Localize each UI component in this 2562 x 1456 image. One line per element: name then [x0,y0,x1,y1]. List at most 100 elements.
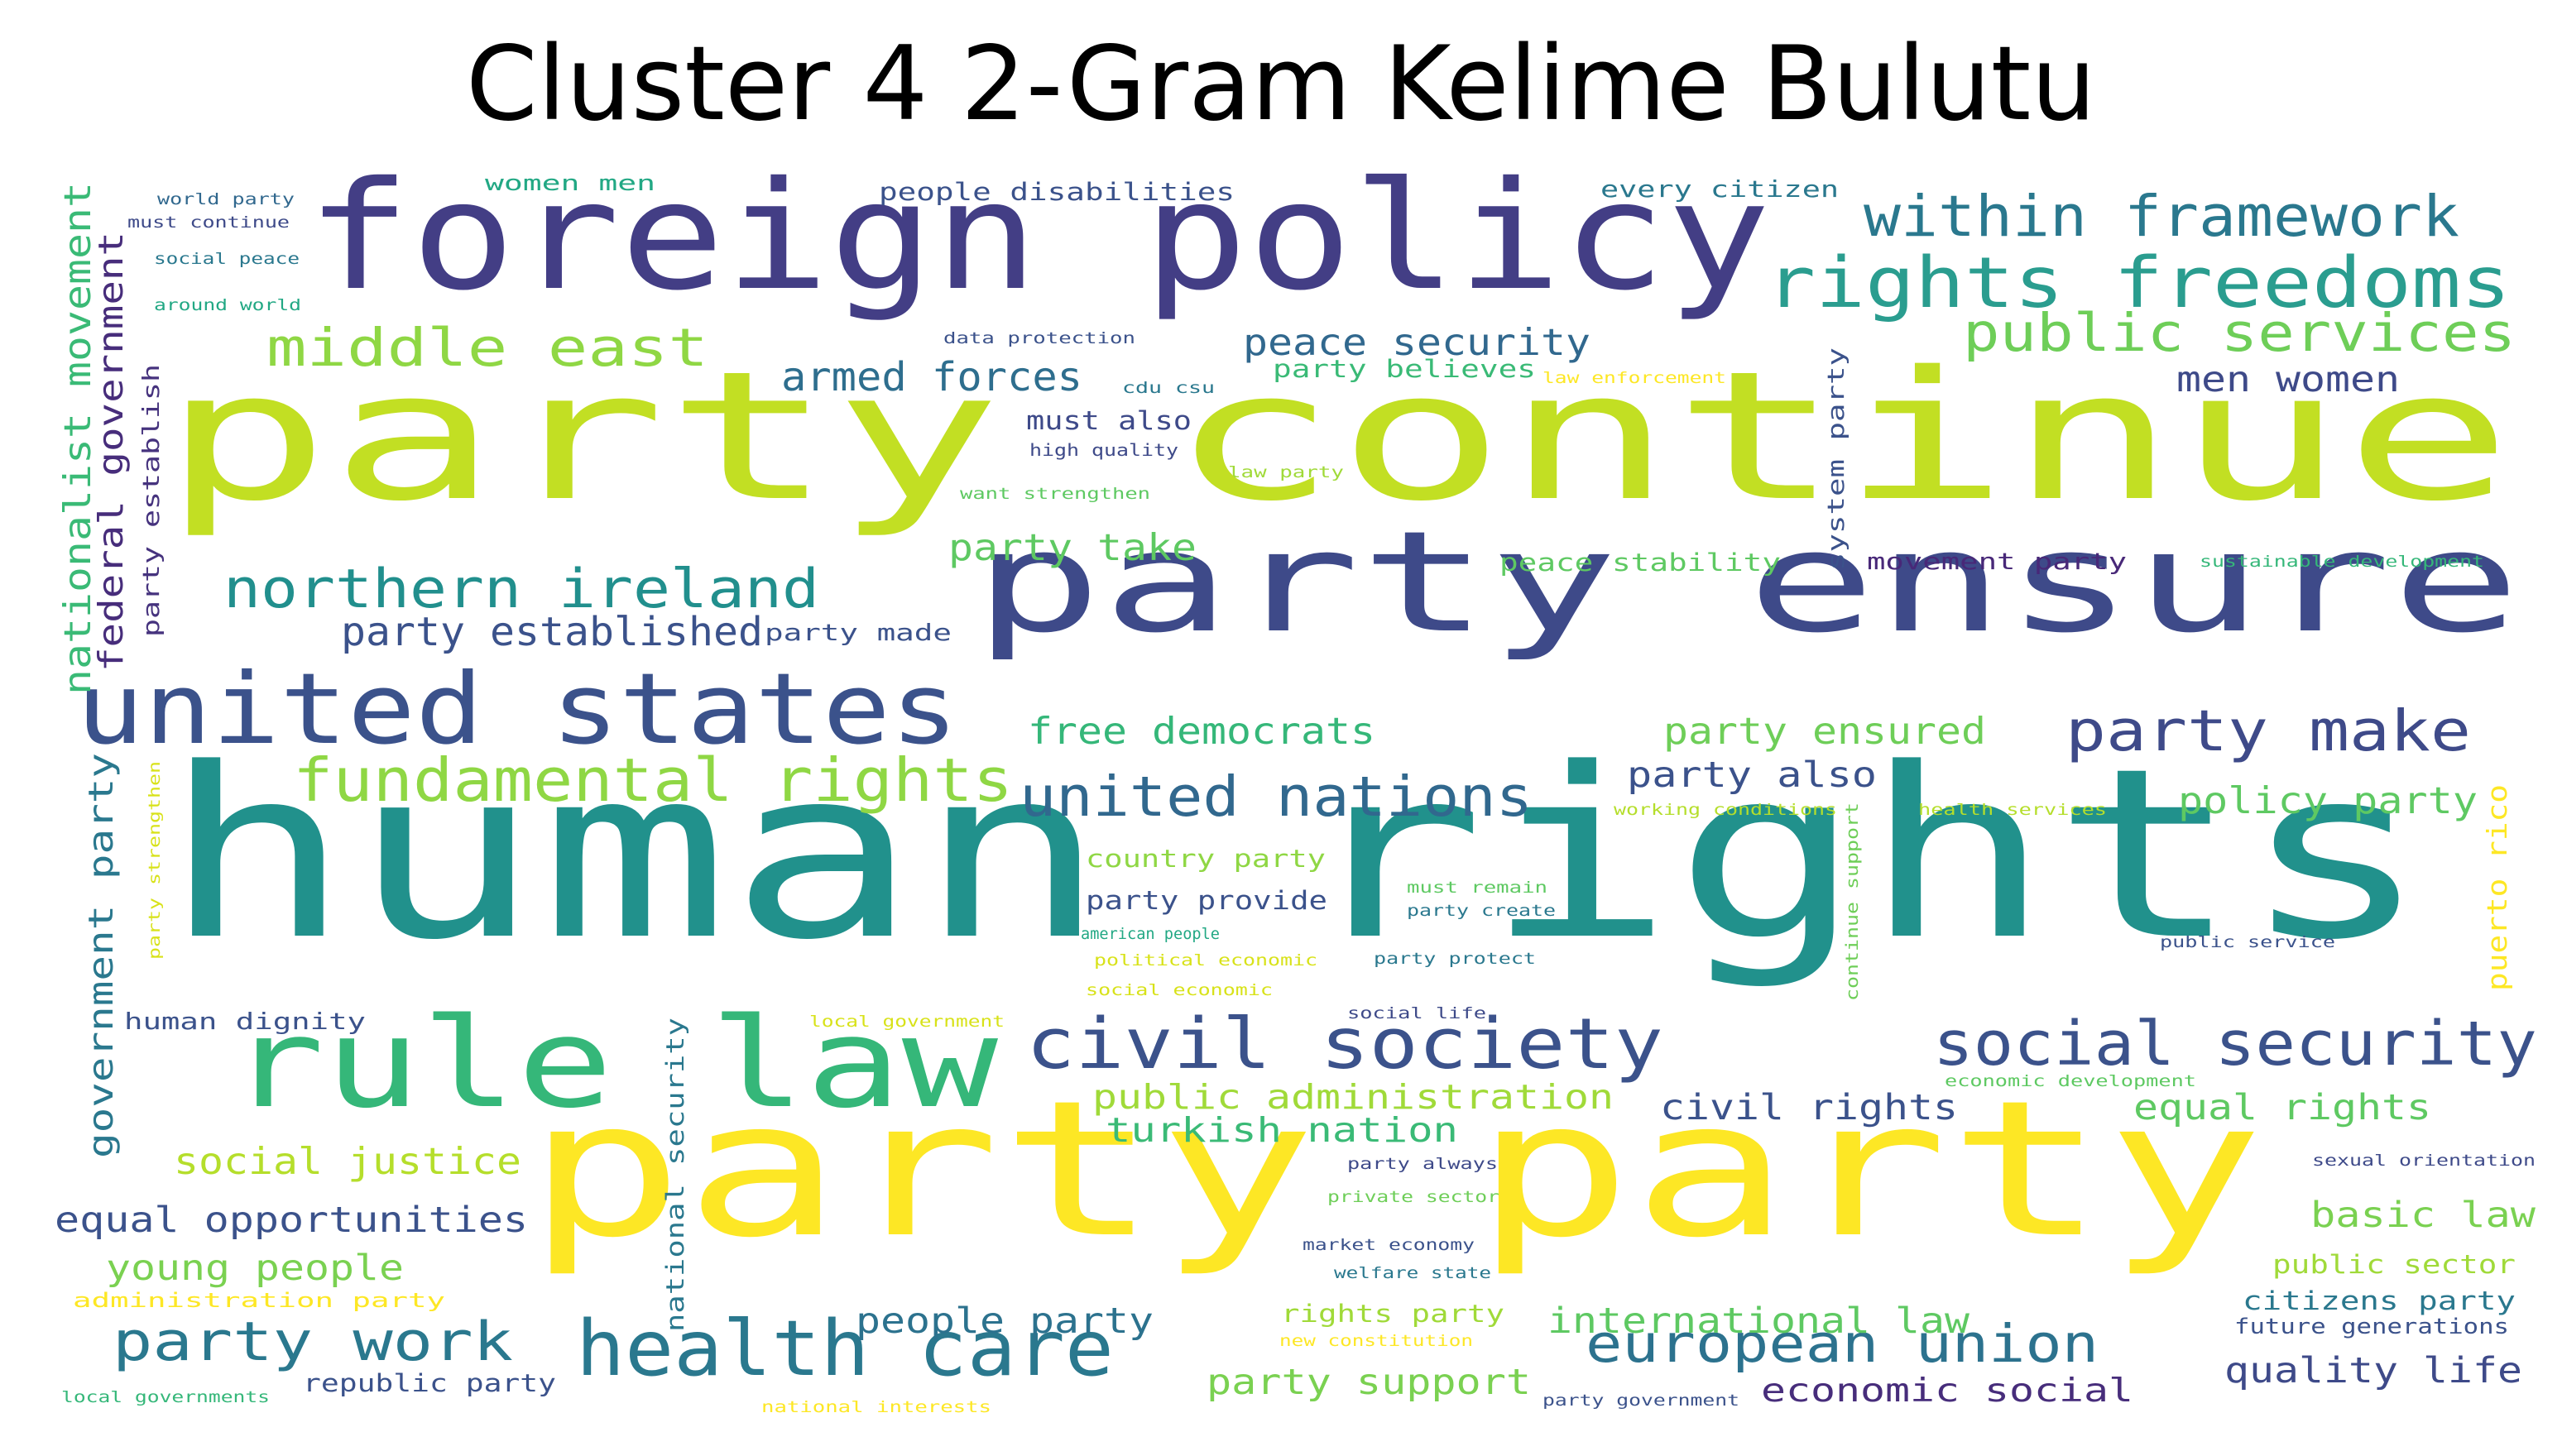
word-new-constitution: new constitution [1279,1332,1473,1350]
word-people-disabilities: people disabilities [879,178,1235,206]
word-public-sector: public sector [2272,1250,2516,1280]
word-free-democrats: free democrats [1028,709,1376,753]
word-party-make: party make [2065,698,2472,764]
word-party-create: party create [1407,902,1557,920]
word-party-also: party also [1627,754,1877,796]
word-party-party: party party [526,1060,2264,1279]
word-political-economic: political economic [1094,951,1318,970]
word-party-government: party government [1542,1391,1740,1410]
word-national-security: national security [661,1017,689,1332]
word-public-service: public service [2160,933,2335,951]
word-party-ensured: party ensured [1663,709,1987,753]
word-law-party: law party [1228,463,1345,481]
word-want-strengthen: want strengthen [960,485,1151,503]
word-peace-stability: peace stability [1499,548,1781,577]
word-basic-law: basic law [2310,1195,2536,1236]
word-rights-party: rights party [1281,1300,1505,1328]
word-american-people: american people [1081,925,1221,943]
word-party-established: party established [341,609,763,655]
word-peace-security: peace security [1243,320,1591,364]
word-northern-ireland: northern ireland [223,558,820,620]
word-equal-opportunities: equal opportunities [55,1200,529,1241]
word-must-also: must also [1026,406,1192,436]
word-citizens-party: citizens party [2243,1286,2516,1316]
word-must-continue: must continue [127,213,290,232]
word-data-protection: data protection [943,329,1135,347]
word-party-work: party work [113,1310,514,1373]
word-movement-party: movement party [1867,548,2127,575]
word-health-services: health services [1918,801,2108,819]
word-civil-society: civil society [1026,1003,1664,1085]
word-human-dignity: human dignity [124,1008,367,1035]
word-social-peace: social peace [154,250,300,268]
word-sustainable-development: sustainable development [2200,553,2484,571]
word-every-citizen: every citizen [1600,176,1839,203]
word-party-ensure: party ensure [973,501,2521,663]
word-turkish-nation: turkish nation [1106,1110,1458,1150]
word-party-protect: party protect [1374,950,1537,968]
word-quality-life: quality life [2224,1350,2523,1391]
word-continue-support: continue support [1842,802,1862,1001]
word-party-always: party always [1347,1155,1498,1173]
word-civil-rights: civil rights [1660,1087,1959,1128]
word-party-establish: party establish [138,363,165,637]
word-local-government: local government [809,1013,1005,1031]
word-people-party: people party [856,1300,1154,1342]
word-economic-social: economic social [1761,1372,2133,1410]
word-rights-freedoms: rights freedoms [1766,242,2512,323]
word-within-framework: within framework [1864,184,2459,250]
word-united-states: united states [76,652,958,766]
word-republic-party: republic party [303,1369,557,1397]
word-around-world: around world [154,296,301,314]
word-middle-east: middle east [266,318,709,379]
word-economic-development: economic development [1945,1072,2196,1090]
word-international-law: international law [1547,1300,1969,1342]
word-policy-party: policy party [2178,778,2478,822]
word-party-support: party support [1207,1362,1532,1403]
figure-title: Cluster 4 2-Gram Kelime Bulutu [465,25,2096,144]
word-system-party: system party [1823,347,1850,571]
word-party-take: party take [948,525,1197,569]
word-rule-law: rule law [228,992,999,1136]
word-country-party: country party [1086,845,1326,873]
word-young-people: young people [106,1248,405,1289]
word-private-sector: private sector [1327,1188,1499,1206]
word-future-generations: future generations [2234,1315,2510,1339]
word-law-enforcement: law enforcement [1542,369,1726,387]
word-working-conditions: working conditions [1614,801,1838,819]
word-social-life: social life [1347,1004,1487,1023]
word-administration-party: administration party [73,1289,446,1312]
word-welfare-state: welfare state [1334,1264,1491,1282]
word-cdu-csu: cdu csu [1122,379,1216,397]
word-nationalist-movement: nationalist movement [55,182,99,696]
word-puerto-rico: puerto rico [2482,784,2513,991]
word-party-believes: party believes [1273,355,1537,383]
word-european-union: european union [1586,1314,2099,1375]
word-party-provide: party provide [1086,886,1328,916]
word-party-made: party made [765,620,952,646]
word-united-nations: united nations [1020,764,1533,829]
word-human-rights: human rights [162,718,2430,991]
word-public-services: public services [1963,303,2516,364]
word-social-security: social security [1933,1008,2537,1080]
word-armed-forces: armed forces [781,354,1082,400]
word-health-care: health care [576,1304,1115,1393]
word-high-quality: high quality [1029,440,1178,460]
word-market-economy: market economy [1303,1236,1475,1254]
word-federal-government: federal government [91,232,131,672]
word-world-party: world party [157,190,295,208]
word-party-strengthen: party strengthen [146,760,164,960]
word-local-governments: local governments [61,1388,270,1406]
word-public-administration: public administration [1092,1077,1614,1117]
word-must-remain: must remain [1407,879,1547,897]
word-equal-rights: equal rights [2133,1087,2432,1128]
word-sexual-orientation: sexual orientation [2312,1152,2536,1170]
word-national-interests: national interests [761,1398,991,1416]
word-fundamental-rights: fundamental rights [293,746,1014,816]
word-social-justice: social justice [174,1139,522,1183]
word-women-men: women men [485,171,655,196]
word-men-women: men women [2176,359,2401,400]
word-foreign-policy: foreign policy [306,149,1771,323]
